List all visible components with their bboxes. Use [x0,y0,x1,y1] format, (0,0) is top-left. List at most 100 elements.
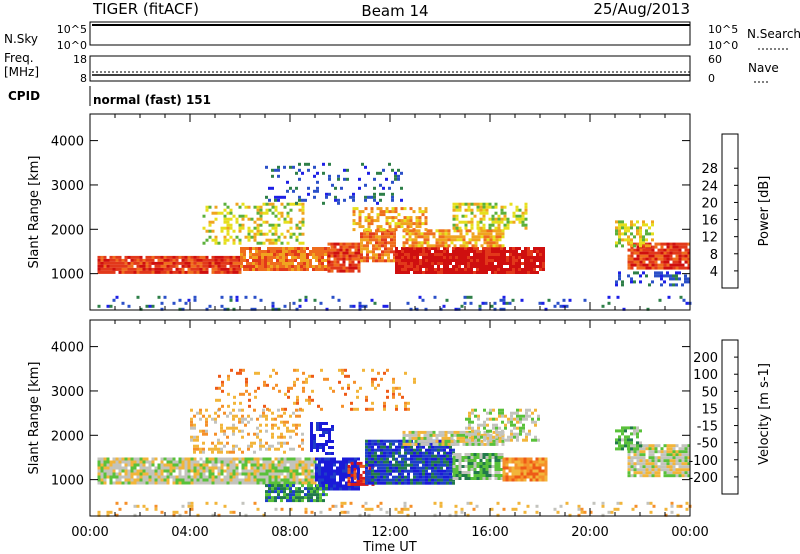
heatmap-cell [250,417,253,421]
heatmap-cell [508,457,512,461]
heatmap-cell [154,466,158,470]
heatmap-cell [678,459,682,463]
heatmap-cell [279,268,282,271]
heatmap-cell [109,270,113,274]
heatmap-cell [395,247,398,250]
heatmap-cell [500,468,504,471]
heatmap-cell [255,256,258,259]
heatmap-cell [509,253,512,256]
heatmap-cell [109,478,113,482]
heatmap-cell [669,471,673,475]
heatmap-cell [97,264,101,268]
heatmap-cell [529,475,533,479]
heatmap-cell [390,235,393,239]
heatmap-cell [342,266,346,270]
heatmap-cell [136,463,140,467]
heatmap-cell [395,466,398,470]
heatmap-cell [675,274,678,278]
heatmap-cell [253,481,257,485]
heatmap-cell [223,202,227,206]
heatmap-cell [385,216,389,220]
heatmap-cell [381,232,384,236]
heatmap-cell [190,264,194,268]
freq-tick-bottom: 8 [80,72,87,85]
heatmap-cell [398,448,401,452]
heatmap-cell [238,429,241,433]
heatmap-cell [166,258,170,262]
heatmap-cell [202,447,205,451]
heatmap-cell [483,232,487,236]
heatmap-cell [145,472,149,476]
heatmap-cell [544,472,548,476]
heatmap-cell [325,493,328,497]
heatmap-cell [485,456,489,459]
heatmap-cell [404,469,407,473]
heatmap-cell [211,460,215,464]
heatmap-cell [479,220,483,224]
heatmap-cell [232,423,235,427]
heatmap-cell [289,220,293,224]
heatmap-cell [109,261,113,265]
heatmap-cell [193,298,197,302]
heatmap-cell [181,481,185,485]
heatmap-cell [386,481,389,485]
heatmap-cell [133,267,137,271]
heatmap-cell [501,420,504,424]
heatmap-cell [148,481,152,485]
heatmap-cell [482,250,485,253]
heatmap-cell [327,481,330,485]
heatmap-cell [435,433,439,437]
heatmap-cell [532,472,536,476]
heatmap-cell [214,235,218,239]
heatmap-cell [286,499,289,503]
heatmap-cell [660,254,664,258]
heatmap-cell [639,444,642,448]
heatmap-cell [280,478,284,482]
heatmap-cell [498,436,502,440]
heatmap-cell [488,256,491,259]
heatmap-cell [440,454,443,458]
heatmap-cell [351,245,355,249]
heatmap-cell [243,250,246,253]
heatmap-cell [420,244,424,248]
heatmap-cell [426,436,430,440]
heatmap-cell [532,478,536,482]
heatmap-cell [395,469,398,473]
heatmap-cell [425,448,428,452]
heatmap-cell [371,454,374,458]
heatmap-cell [388,225,392,229]
heatmap-cell [368,467,372,471]
heatmap-cell [333,475,336,479]
heatmap-cell [377,383,380,387]
heatmap-cell [265,490,268,494]
heatmap-cell [374,469,377,473]
heatmap-cell [407,469,410,473]
heatmap-cell [274,423,277,427]
heatmap-cell [497,214,501,218]
heatmap-cell [502,472,506,476]
heatmap-cell [371,463,374,467]
heatmap-cell [286,487,289,491]
heatmap-cell [425,466,428,470]
heatmap-cell [283,220,287,224]
heatmap-cell [453,442,457,446]
heatmap-cell [418,225,422,229]
heatmap-cell [100,475,104,479]
heatmap-cell [476,456,480,459]
heatmap-cell [193,466,197,470]
heatmap-cell [218,398,221,402]
heatmap-cell [511,457,515,461]
heatmap-cell [501,232,505,236]
heatmap-cell [301,481,305,485]
heatmap-cell [324,478,327,482]
heatmap-cell [208,264,212,268]
heatmap-cell [217,438,220,442]
freq-unit: [MHz] [4,65,39,79]
heatmap-cell [295,478,299,482]
heatmap-cell [440,460,443,464]
heatmap-cell [518,208,522,212]
heatmap-cell [330,245,334,249]
heatmap-cell [482,456,486,459]
heatmap-cell [494,268,497,271]
heatmap-cell [375,247,378,251]
